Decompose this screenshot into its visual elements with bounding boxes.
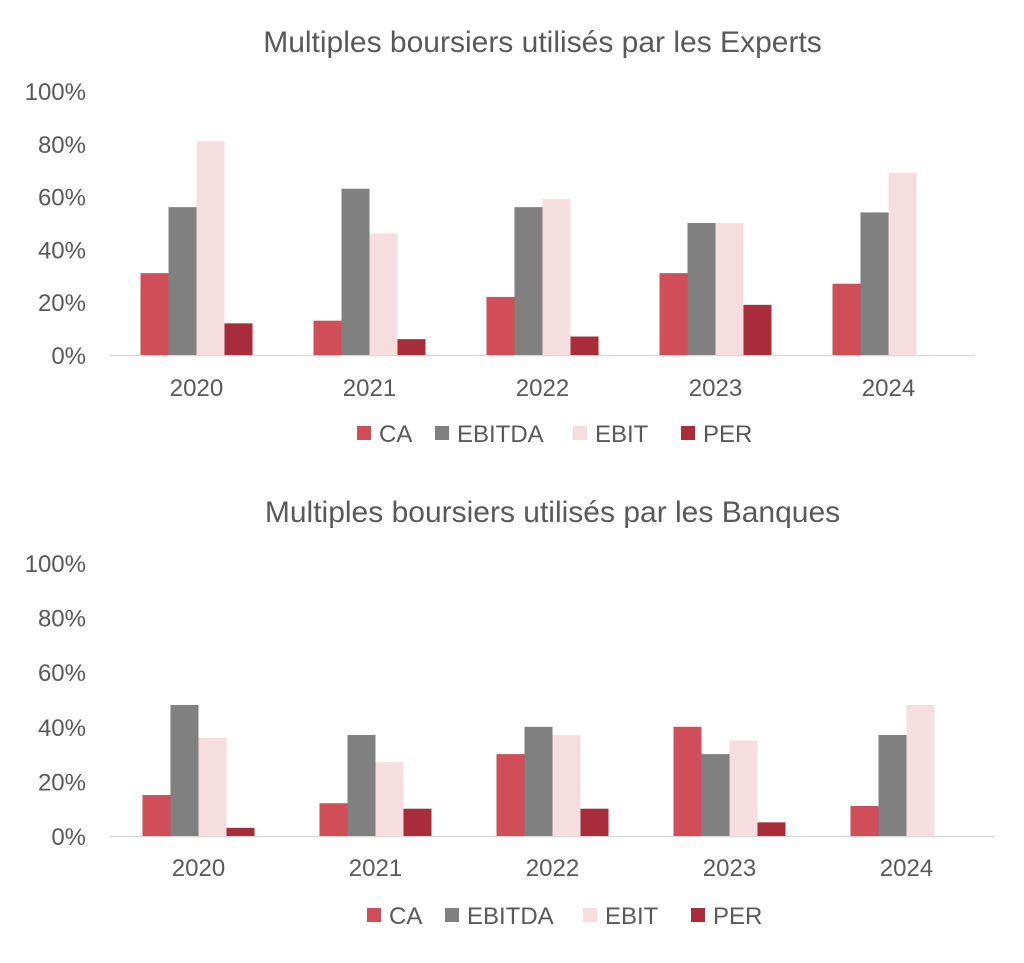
bar-ebit-2021 [375,762,404,836]
y-tick-label: 100% [25,79,86,106]
y-tick-label: 80% [38,132,86,159]
chart-title: Multiples boursiers utilisés par les Exp… [263,26,822,59]
bar-per-2020 [226,827,255,836]
legend-swatch-ebit [583,908,597,922]
bar-per-2023 [743,304,772,355]
bar-ebitda-2022 [524,726,553,836]
x-tick-label: 2020 [170,375,223,402]
legend-label-ca: CA [379,421,412,448]
bar-ebitda-2020 [170,704,199,836]
bar-ebitda-2020 [168,207,197,355]
y-tick-label: 60% [38,185,86,212]
bar-ca-2023 [659,273,688,355]
bar-ebit-2021 [369,233,398,355]
chart-experts: Multiples boursiers utilisés par les Exp… [25,26,975,448]
chart-title: Multiples boursiers utilisés par les Ban… [265,496,840,529]
y-tick-label: 20% [38,769,86,796]
y-tick-label: 100% [25,551,86,578]
bar-ebitda-2021 [341,188,370,355]
bar-ebitda-2024 [878,734,907,836]
bar-ebitda-2024 [860,212,889,355]
legend-label-ebit: EBIT [595,421,649,448]
chart-banques: Multiples boursiers utilisés par les Ban… [25,496,995,930]
bar-ca-2021 [313,320,342,355]
x-tick-label: 2021 [343,375,396,402]
legend-swatch-per [681,426,695,440]
bar-ebit-2023 [729,740,758,836]
bar-per-2020 [224,323,253,355]
bar-ebit-2024 [888,172,917,355]
y-tick-label: 80% [38,606,86,633]
bar-ebit-2020 [198,737,227,836]
bar-ebitda-2022 [514,207,543,355]
legend-swatch-ca [367,908,381,922]
legend-label-ebit: EBIT [605,903,659,930]
y-tick-label: 60% [38,660,86,687]
bar-ebit-2023 [715,223,744,355]
bar-per-2021 [397,339,426,355]
legend-swatch-per [691,908,705,922]
legend-label-ebitda: EBITDA [467,903,554,930]
bar-ca-2020 [140,273,169,355]
bar-ebitda-2021 [347,734,376,836]
legend-label-ca: CA [389,903,422,930]
bar-ebit-2022 [552,734,581,836]
bar-ca-2022 [486,296,515,355]
y-tick-label: 20% [38,290,86,317]
y-tick-label: 0% [51,824,86,851]
x-tick-label: 2022 [516,375,569,402]
bar-per-2023 [757,822,786,836]
bar-ebit-2020 [196,141,225,355]
bar-per-2021 [403,808,432,836]
bar-ca-2020 [142,795,171,836]
legend-label-per: PER [713,903,762,930]
legend-swatch-ebitda [435,426,449,440]
legend-label-per: PER [703,421,752,448]
x-tick-label: 2024 [880,855,933,882]
y-tick-label: 0% [51,343,86,370]
bar-ca-2022 [496,754,525,836]
bar-ca-2021 [319,803,348,836]
x-tick-label: 2023 [703,855,756,882]
x-tick-label: 2020 [172,855,225,882]
bar-per-2022 [580,808,609,836]
bar-ebit-2024 [906,704,935,836]
bar-ca-2024 [832,283,861,355]
bar-ebitda-2023 [701,754,730,836]
legend-label-ebitda: EBITDA [457,421,544,448]
y-tick-label: 40% [38,237,86,264]
x-tick-label: 2021 [349,855,402,882]
bar-ca-2024 [850,805,879,836]
bar-per-2022 [570,336,599,355]
legend-swatch-ca [357,426,371,440]
x-tick-label: 2023 [689,375,742,402]
x-tick-label: 2022 [526,855,579,882]
legend-swatch-ebit [573,426,587,440]
bar-ebit-2022 [542,199,571,355]
y-tick-label: 40% [38,715,86,742]
bar-ca-2023 [673,726,702,836]
legend-swatch-ebitda [445,908,459,922]
bar-ebitda-2023 [687,223,716,355]
x-tick-label: 2024 [862,375,915,402]
